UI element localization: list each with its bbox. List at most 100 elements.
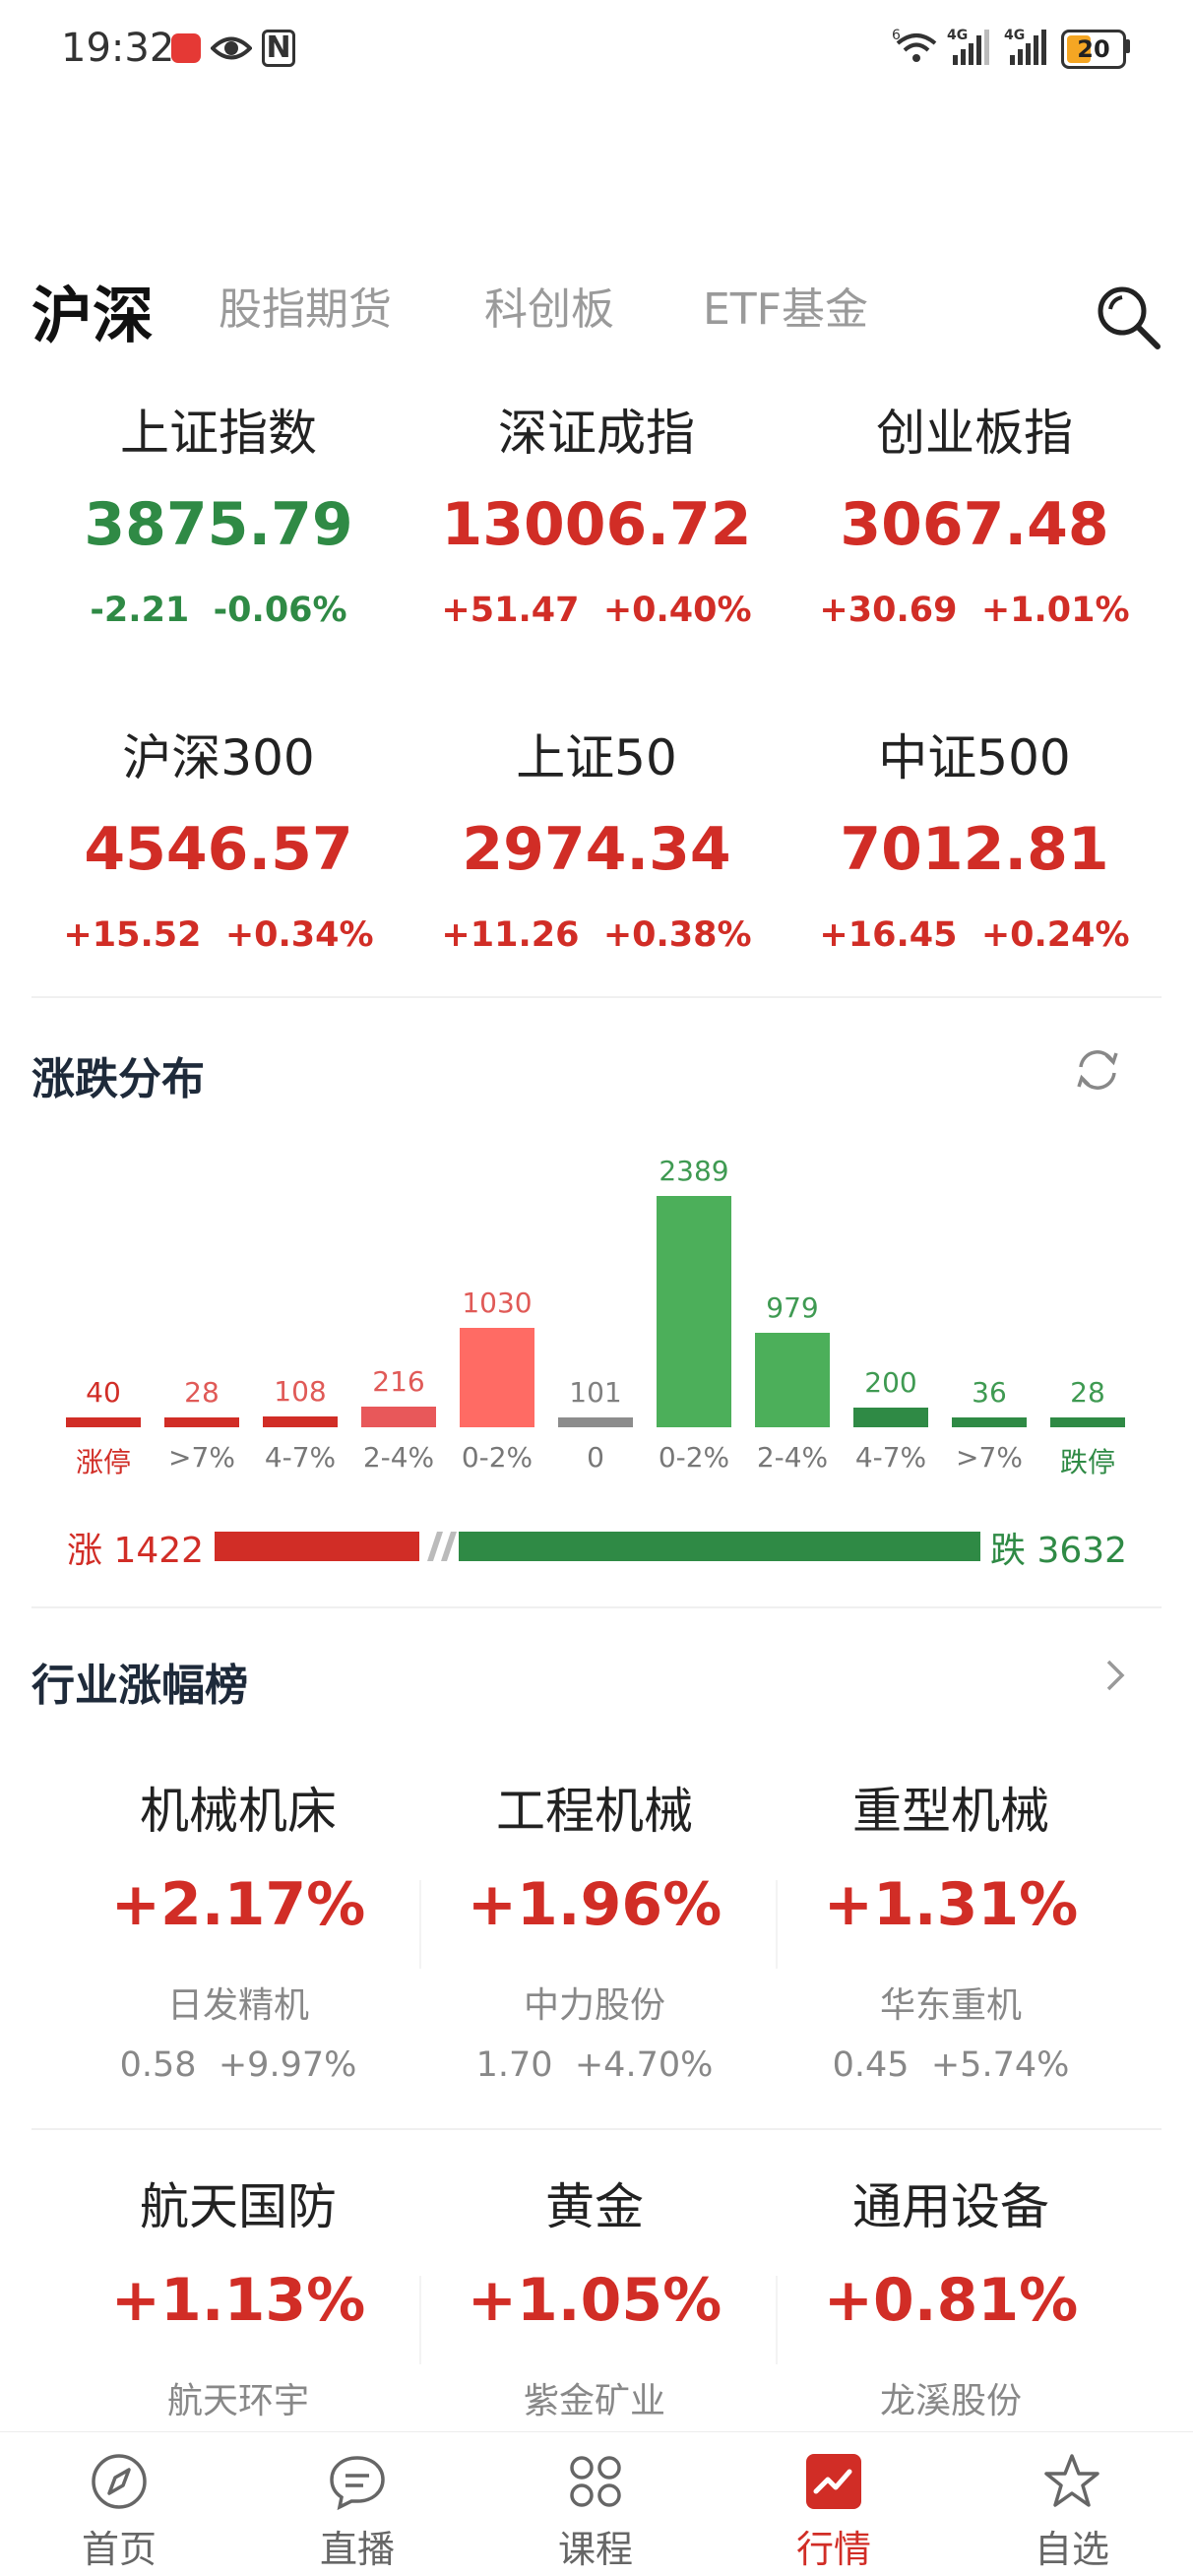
index-name[interactable]: 上证50	[516, 729, 677, 786]
battery-icon: 20	[1061, 30, 1126, 69]
industry-card[interactable]: 重型机械 +1.31% 华东重机 0.45 +5.74%	[774, 1772, 1128, 2097]
index-name[interactable]: 中证500	[878, 729, 1071, 786]
chart-icon	[804, 2452, 863, 2511]
refresh-icon[interactable]	[1071, 1043, 1124, 1100]
nav-watchlist[interactable]: 自选	[953, 2432, 1191, 2576]
industry-card[interactable]: 机械机床 +2.17% 日发精机 0.58 +9.97%	[61, 1772, 415, 2097]
down-ratio-bar	[459, 1532, 980, 1561]
tab-star-market[interactable]: 科创板	[484, 284, 614, 335]
divider	[776, 1880, 778, 1969]
index-name[interactable]: 上证指数	[120, 405, 317, 462]
industry-pct: +1.96%	[467, 1870, 722, 1939]
bar-value-label: 28	[1070, 1376, 1105, 1409]
industry-card[interactable]: 工程机械 +1.96% 中力股份 1.70 +4.70%	[417, 1772, 772, 2097]
index-value[interactable]: 4546.57	[84, 815, 353, 884]
industry-card[interactable]: 通用设备 +0.81% 龙溪股份	[774, 2168, 1128, 2423]
divider	[31, 1606, 1162, 1608]
index-change: +15.52 +0.34%	[63, 915, 374, 955]
distribution-bar	[657, 1196, 731, 1427]
bar-value-label: 28	[184, 1376, 220, 1409]
leading-stock: 中力股份	[523, 1985, 665, 2026]
nfc-icon: N	[262, 30, 295, 67]
industry-card[interactable]: 黄金 +1.05% 紫金矿业	[417, 2168, 772, 2423]
distribution-bar	[952, 1417, 1027, 1427]
bar-category-label: 2-4%	[756, 1441, 829, 1474]
svg-text:4G: 4G	[947, 28, 968, 43]
cell-signal-icon: 4G	[947, 28, 992, 71]
leading-stock: 华东重机	[879, 1985, 1022, 2026]
divider	[419, 2276, 421, 2364]
industry-card[interactable]: 航天国防 +1.13% 航天环宇	[61, 2168, 415, 2423]
leading-stock: 日发精机	[166, 1985, 309, 2026]
grid-icon	[566, 2452, 625, 2511]
nav-label: 行情	[795, 2528, 871, 2571]
index-name[interactable]: 创业板指	[876, 405, 1073, 462]
industry-pct: +2.17%	[110, 1870, 366, 1939]
leading-stock-quote: 0.45 +5.74%	[832, 2045, 1070, 2085]
distribution-bar	[460, 1328, 534, 1427]
industry-name: 机械机床	[140, 1783, 337, 1840]
nav-home[interactable]: 首页	[0, 2432, 238, 2576]
index-value[interactable]: 3875.79	[84, 490, 353, 559]
index-change: +16.45 +0.24%	[819, 915, 1130, 955]
divider	[31, 2128, 1162, 2130]
leading-stock-quote: 1.70 +4.70%	[475, 2045, 714, 2085]
leading-stock-quote: 0.58 +9.97%	[119, 2045, 357, 2085]
section-title-distribution: 涨跌分布	[31, 1054, 205, 1104]
index-name[interactable]: 深证成指	[498, 405, 695, 462]
bar-category-label: 2-4%	[362, 1441, 435, 1474]
index-change: -2.21 -0.06%	[90, 591, 347, 630]
battery-level: 20	[1077, 35, 1110, 63]
index-name[interactable]: 沪深300	[122, 729, 315, 786]
bar-value-label: 1030	[462, 1287, 533, 1319]
ratio-separator	[419, 1532, 459, 1561]
industry-pct: +0.81%	[823, 2266, 1079, 2335]
nav-label: 自选	[1034, 2528, 1109, 2571]
nav-label: 首页	[81, 2528, 157, 2571]
bar-value-label: 108	[274, 1375, 327, 1408]
index-value[interactable]: 3067.48	[840, 490, 1109, 559]
eye-icon	[210, 31, 253, 69]
nav-courses[interactable]: 课程	[476, 2432, 715, 2576]
tab-index-futures[interactable]: 股指期货	[219, 284, 392, 335]
up-count-label: 涨 1422	[67, 1531, 205, 1571]
tab-etf-funds[interactable]: ETF基金	[703, 284, 868, 335]
chevron-right-icon[interactable]	[1100, 1654, 1130, 1701]
bar-value-label: 216	[372, 1365, 425, 1398]
bar-value-label: 979	[766, 1291, 819, 1324]
industry-name: 通用设备	[852, 2178, 1049, 2235]
industry-name: 黄金	[545, 2178, 644, 2235]
divider	[419, 1880, 421, 1969]
search-icon[interactable]	[1095, 283, 1163, 356]
status-time: 19:32	[61, 26, 175, 71]
app-notification-icon	[171, 33, 201, 63]
distribution-bar	[164, 1417, 239, 1427]
bar-category-label: >7%	[956, 1441, 1023, 1474]
bar-category-label: 4-7%	[854, 1441, 927, 1474]
bar-value-label: 200	[864, 1366, 917, 1399]
divider	[776, 2276, 778, 2364]
tab-hushen[interactable]: 沪深	[31, 280, 155, 351]
industry-name: 重型机械	[852, 1783, 1049, 1840]
index-value[interactable]: 7012.81	[840, 815, 1109, 884]
section-title-industry: 行业涨幅榜	[31, 1661, 248, 1711]
svg-text:6: 6	[892, 28, 901, 43]
compass-icon	[90, 2452, 149, 2511]
bar-value-label: 101	[569, 1376, 622, 1409]
down-count-label: 跌 3632	[990, 1531, 1128, 1571]
industry-pct: +1.05%	[467, 2266, 722, 2335]
industry-name: 工程机械	[496, 1783, 693, 1840]
up-ratio-bar	[215, 1532, 419, 1561]
index-value[interactable]: 13006.72	[441, 490, 752, 559]
nav-live[interactable]: 直播	[238, 2432, 476, 2576]
status-bar: 19:32 N 6 4G 4G 20	[0, 0, 1193, 98]
index-value[interactable]: 2974.34	[462, 815, 731, 884]
bar-category-label: 跌停	[1059, 1446, 1115, 1478]
nav-market[interactable]: 行情	[715, 2432, 953, 2576]
leading-stock: 龙溪股份	[879, 2381, 1022, 2421]
distribution-bar	[1050, 1417, 1125, 1427]
nav-label: 直播	[319, 2528, 395, 2571]
chat-bubble-icon	[328, 2452, 387, 2511]
index-change: +30.69 +1.01%	[819, 591, 1130, 630]
nav-label: 课程	[557, 2528, 633, 2571]
